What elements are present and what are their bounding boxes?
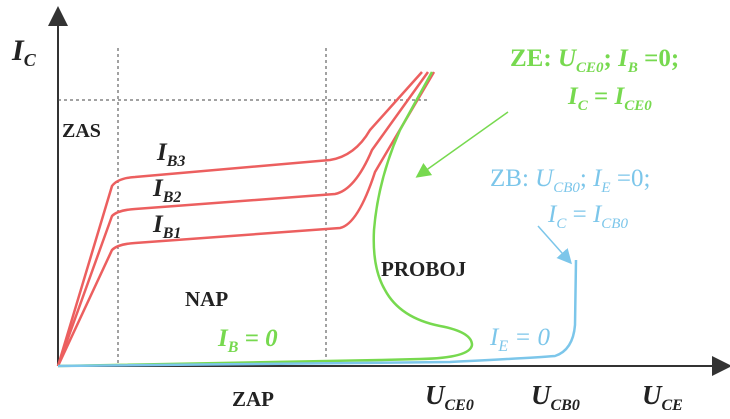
label-ie0: IE = 0 xyxy=(489,324,550,355)
tick-ucb0: UCB0 xyxy=(531,380,580,414)
region-proboj: PROBOJ xyxy=(381,257,466,281)
curve-ib0 xyxy=(57,71,474,368)
zb-annotation: ZB: UCB0; IE =0; IC = ICB0 xyxy=(490,165,650,232)
label-ib0: IB = 0 xyxy=(217,325,278,356)
label-ib1: IB1 xyxy=(152,211,181,242)
label-ib3: IB3 xyxy=(156,139,185,170)
curve-ib1 xyxy=(56,71,436,367)
curve-ib3 xyxy=(56,71,423,367)
curve-ib2 xyxy=(56,71,430,367)
ze-line-1: ZE: UCE0; IB =0; xyxy=(510,45,679,76)
ze-arrow xyxy=(415,111,509,178)
region-zas: ZAS xyxy=(62,120,101,142)
ze-annotation: ZE: UCE0; IB =0; IC = ICE0 xyxy=(510,45,679,114)
x-axis-label: UCE xyxy=(642,380,683,414)
region-zap: ZAP xyxy=(232,387,274,411)
zb-line-1: ZB: UCB0; IE =0; xyxy=(490,165,650,196)
label-ib2: IB2 xyxy=(152,175,181,206)
curve-ie0 xyxy=(57,259,578,368)
tick-uce0: UCE0 xyxy=(425,380,474,414)
y-axis-label: IC xyxy=(11,34,37,70)
region-nap: NAP xyxy=(185,287,228,311)
ze-line-2: IC = ICE0 xyxy=(567,83,652,114)
zb-line-2: IC = ICB0 xyxy=(547,201,628,232)
zb-arrow xyxy=(537,225,572,265)
